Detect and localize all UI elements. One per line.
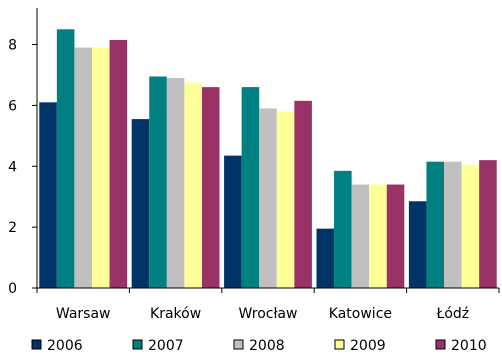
bar-2007-1	[149, 76, 167, 288]
bar-2010-3	[386, 184, 405, 288]
bar-2010-2	[294, 100, 312, 288]
legend-label: 2006	[47, 338, 83, 354]
bar-2008-2	[259, 108, 277, 289]
bar-2010-1	[201, 87, 220, 288]
x-tick-label: Warsaw	[56, 306, 111, 322]
bar-2010-0	[109, 39, 128, 289]
legend-label: 2009	[350, 338, 386, 354]
bar-2009-0	[91, 47, 110, 288]
legend-swatch-2006	[31, 339, 42, 350]
bar-2009-4	[461, 164, 480, 288]
bar-2006-3	[316, 228, 335, 288]
bar-2008-4	[444, 161, 462, 288]
y-tick-label: 4	[8, 159, 17, 175]
legend: 2006 2007 2008 2009 2010	[31, 338, 487, 354]
legend-label: 2010	[451, 338, 487, 354]
bar-2007-0	[56, 29, 75, 289]
legend-label: 2008	[249, 338, 285, 354]
bar-2008-3	[351, 184, 370, 288]
y-tick-label: 2	[8, 220, 17, 236]
bar-2006-0	[39, 102, 57, 288]
legend-swatch-2009	[334, 339, 345, 350]
legend-swatch-2010	[435, 339, 446, 350]
bar-2009-2	[276, 111, 295, 288]
bar-2008-1	[166, 78, 185, 288]
legend-swatch-2008	[233, 339, 244, 350]
bar-2007-3	[334, 170, 352, 288]
bar-2006-1	[131, 119, 150, 288]
x-tick-label: Katowice	[329, 306, 392, 322]
bar-2006-2	[224, 155, 242, 288]
legend-swatch-2007	[132, 339, 143, 350]
bar-2009-1	[184, 82, 202, 288]
bar-2010-4	[479, 160, 497, 288]
bar-2009-3	[369, 184, 387, 288]
y-tick-label: 6	[8, 98, 17, 114]
bars-layer	[39, 29, 497, 289]
bar-2007-4	[426, 161, 445, 288]
x-tick-label: Wrocław	[239, 306, 298, 322]
bar-2008-0	[74, 47, 92, 288]
axes-layer: 0 2 4 6 8 Warsaw Kraków Wrocław Katowice Łódź	[8, 8, 500, 322]
bar-2006-4	[408, 201, 427, 288]
x-tick-label: Łódź	[435, 306, 469, 322]
y-tick-label: 0	[8, 281, 17, 297]
y-tick-label: 8	[8, 38, 17, 54]
legend-label: 2007	[148, 338, 184, 354]
bar-2007-2	[241, 87, 260, 288]
x-tick-label: Kraków	[150, 306, 201, 322]
